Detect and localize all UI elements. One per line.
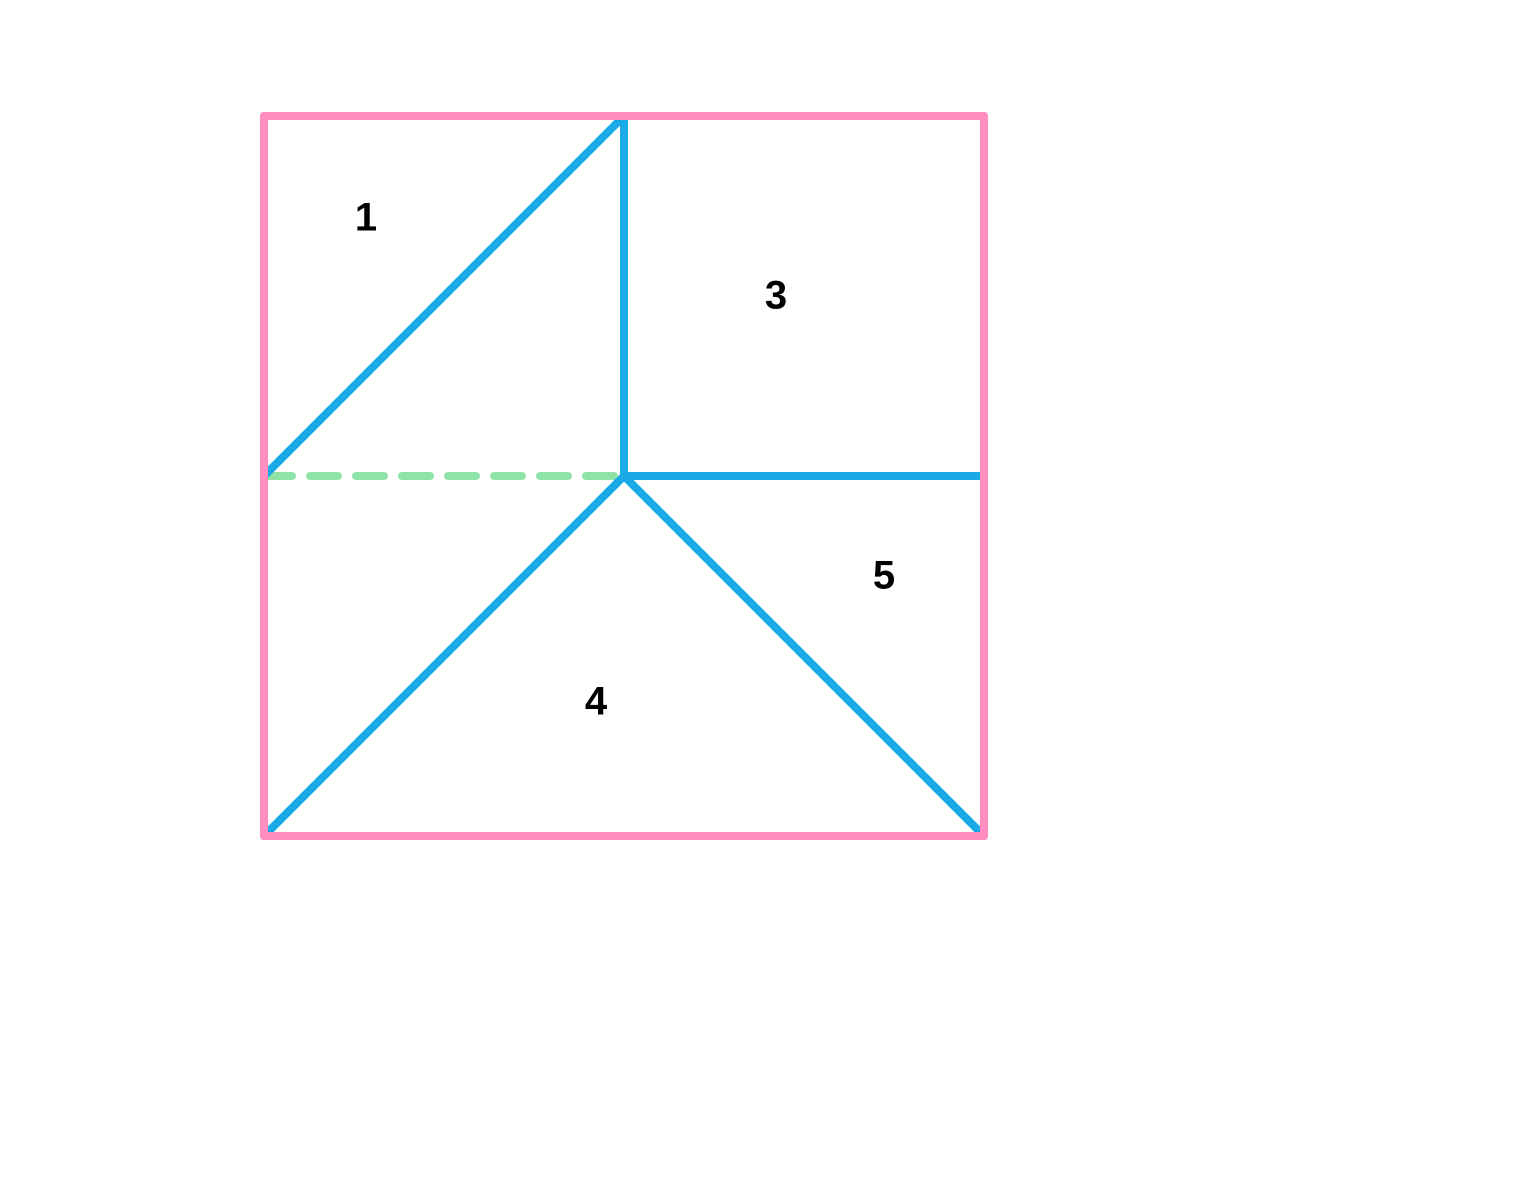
region-label-5: 5 [873, 554, 895, 599]
diagram-canvas: 1 3 5 4 [0, 0, 1536, 1179]
region-label-4: 4 [585, 680, 607, 725]
diagram-line [624, 476, 984, 836]
region-label-3: 3 [765, 274, 787, 319]
region-label-1: 1 [355, 196, 377, 241]
diagram-line [264, 476, 624, 836]
diagram-line [264, 116, 624, 476]
diagram-svg [0, 0, 1536, 1179]
